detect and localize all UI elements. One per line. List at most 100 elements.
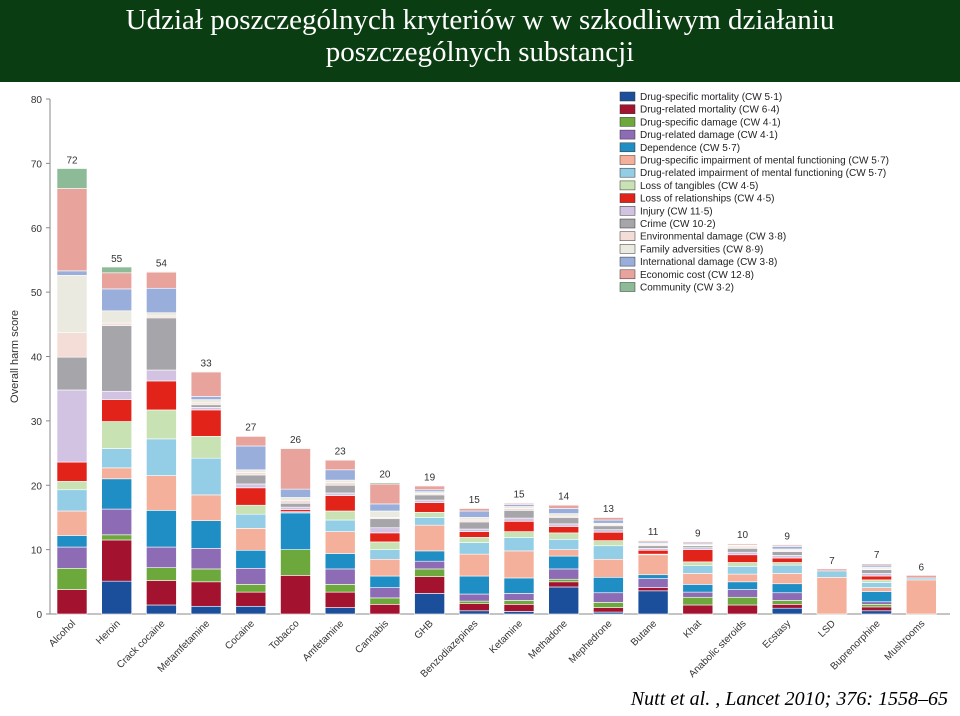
x-tick-label: Heroin bbox=[94, 618, 123, 647]
bar-segment bbox=[771, 551, 803, 556]
legend-swatch bbox=[619, 129, 636, 140]
bar-segment bbox=[816, 568, 848, 572]
x-tick-label: Khat bbox=[682, 618, 704, 640]
bar-segment bbox=[101, 580, 132, 615]
bar-segment bbox=[771, 555, 803, 559]
bar-segment bbox=[458, 537, 490, 543]
bar-segment bbox=[548, 523, 580, 527]
legend-swatch bbox=[619, 256, 636, 267]
bar-segment bbox=[280, 502, 311, 508]
legend-swatch bbox=[619, 231, 636, 241]
bar-segment bbox=[414, 524, 445, 552]
bar-segment bbox=[146, 475, 177, 511]
bar-total-label: 27 bbox=[245, 423, 257, 434]
bar-segment bbox=[324, 459, 356, 461]
bar-segment bbox=[503, 550, 535, 579]
bar-segment bbox=[458, 528, 490, 532]
bar-segment bbox=[727, 551, 758, 556]
bar-segment bbox=[369, 597, 401, 605]
bar-segment bbox=[101, 322, 132, 326]
legend-swatch bbox=[619, 180, 636, 191]
bar-segment bbox=[458, 575, 490, 595]
bar-segment bbox=[190, 436, 222, 459]
bar-segment bbox=[324, 568, 356, 585]
harm-score-chart: 0 10 20 30 40 50 60 70 80 Overall harm score 72 Alc… bbox=[9, 91, 950, 680]
bar-segment bbox=[56, 481, 88, 491]
bar-segment bbox=[190, 568, 222, 583]
bar-segment bbox=[593, 607, 624, 613]
bar-segment bbox=[146, 567, 177, 581]
bar-segment bbox=[503, 593, 535, 601]
bar-segment bbox=[414, 593, 445, 615]
bar-segment bbox=[146, 380, 177, 411]
bar-segment bbox=[146, 580, 177, 606]
bar-segment bbox=[548, 555, 580, 570]
bar-segment bbox=[682, 565, 714, 574]
bar-segment bbox=[682, 596, 714, 606]
bar-segment bbox=[324, 607, 356, 615]
bar-segment bbox=[682, 561, 714, 567]
bar-segment bbox=[861, 575, 892, 581]
bar-segment bbox=[816, 577, 848, 615]
bar-segment bbox=[861, 562, 892, 565]
bar-segment bbox=[369, 503, 401, 512]
bar-segment bbox=[101, 539, 132, 582]
legend-swatch bbox=[619, 282, 636, 292]
bar-segment bbox=[280, 549, 311, 576]
bar-segment bbox=[503, 577, 535, 594]
legend-swatch bbox=[619, 91, 636, 102]
bar-segment bbox=[235, 528, 267, 551]
bar-segment bbox=[861, 601, 892, 605]
bar-segment bbox=[101, 534, 132, 541]
bar-segment bbox=[727, 566, 758, 575]
bar-segment bbox=[56, 168, 88, 189]
x-tick-label: Cocaine bbox=[223, 618, 257, 652]
title-bar bbox=[0, 0, 960, 82]
bar-segment bbox=[637, 590, 669, 615]
bar-segment bbox=[861, 604, 892, 608]
bar-segment bbox=[548, 532, 580, 540]
bar-total-label: 9 bbox=[784, 531, 790, 542]
bar-segment bbox=[56, 461, 88, 482]
bar-segment bbox=[414, 550, 445, 562]
bar-segment bbox=[235, 472, 267, 476]
bar-segment bbox=[458, 531, 490, 538]
legend-label: Loss of tangibles (CW 4·5) bbox=[640, 181, 758, 192]
bar-segment bbox=[637, 545, 669, 549]
x-tick-label: Methadone bbox=[527, 618, 570, 661]
bar-segment bbox=[593, 558, 624, 578]
bar-segment bbox=[548, 568, 580, 580]
footer bbox=[0, 686, 960, 716]
bar-total-label: 23 bbox=[335, 447, 347, 458]
bar-segment bbox=[861, 591, 892, 603]
bar-segment bbox=[235, 435, 267, 437]
bar-total-label: 6 bbox=[919, 562, 925, 573]
legend-label: Economic cost (CW 12·8) bbox=[640, 270, 754, 281]
bar-segment bbox=[190, 409, 222, 437]
bar-segment bbox=[324, 469, 356, 481]
y-tick-label: 40 bbox=[31, 353, 43, 364]
bar-segment bbox=[548, 504, 580, 506]
bar-segment bbox=[503, 600, 535, 605]
bar-segment bbox=[458, 603, 490, 612]
legend-label: Loss of relationships (CW 4·5) bbox=[640, 194, 775, 205]
bar-segment bbox=[548, 517, 580, 525]
bar-segment bbox=[548, 513, 580, 517]
bar-segment bbox=[682, 540, 714, 543]
bar-segment bbox=[146, 287, 177, 314]
y-tick-label: 30 bbox=[31, 417, 43, 428]
bar-total-label: 7 bbox=[874, 550, 880, 561]
bar-segment bbox=[593, 540, 624, 547]
bar-segment bbox=[235, 469, 267, 473]
bar-segment bbox=[414, 494, 445, 501]
bar-segment bbox=[235, 584, 267, 593]
bar-segment bbox=[146, 369, 177, 382]
bar-total-label: 15 bbox=[469, 495, 481, 506]
bar-total-label: 9 bbox=[695, 528, 701, 539]
bar-segment bbox=[905, 579, 937, 615]
bar-segment bbox=[146, 510, 177, 548]
bar-segment bbox=[280, 512, 311, 550]
bar-total-label: 54 bbox=[156, 259, 168, 270]
bar-segment bbox=[56, 332, 88, 358]
bar-segment bbox=[503, 502, 535, 504]
